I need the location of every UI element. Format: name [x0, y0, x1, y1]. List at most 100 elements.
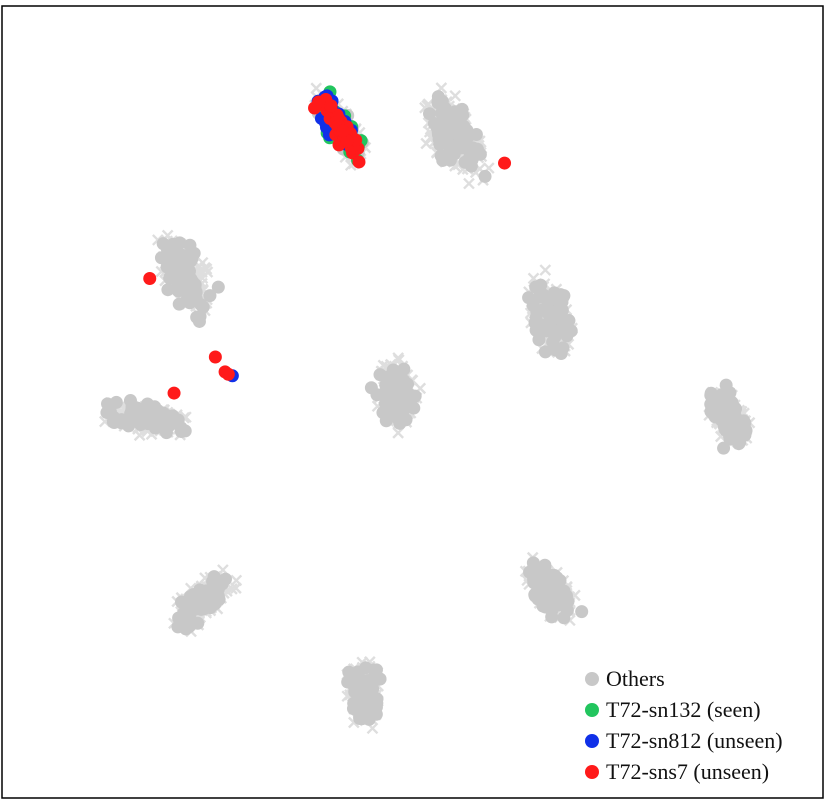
- cluster-5: [98, 394, 192, 442]
- others-point: [188, 598, 202, 612]
- others-point: [160, 260, 174, 274]
- others-point: [123, 394, 137, 408]
- others-point: [555, 313, 569, 327]
- others-point: [538, 345, 552, 359]
- others-point: [125, 403, 139, 417]
- others-cross-mark: [449, 89, 462, 102]
- others-point: [529, 311, 543, 325]
- legend-label: T72-sn812 (unseen): [606, 728, 783, 753]
- others-point: [188, 289, 202, 303]
- others-point: [458, 155, 472, 169]
- others-point: [478, 169, 492, 183]
- others-point: [539, 324, 553, 338]
- others-point: [397, 402, 411, 416]
- legend-marker: [585, 703, 599, 717]
- others-point: [431, 96, 445, 110]
- others-point: [716, 388, 730, 402]
- others-point: [381, 399, 395, 413]
- others-point: [422, 107, 436, 121]
- others-point: [163, 418, 177, 432]
- cluster-4: [364, 352, 427, 439]
- cluster-1: [419, 82, 495, 190]
- others-point: [394, 365, 408, 379]
- others-point: [447, 125, 461, 139]
- cluster-9: [341, 656, 387, 735]
- others-point: [203, 289, 217, 303]
- others-point: [193, 309, 207, 323]
- others-point: [182, 275, 196, 289]
- others-cross-mark: [310, 82, 323, 95]
- cluster-2: [152, 229, 225, 328]
- others-point: [457, 119, 471, 133]
- others-point: [552, 596, 566, 610]
- others-point: [170, 246, 184, 260]
- t72-sns7-unseen-point: [167, 386, 181, 400]
- legend: Others T72-sn132 (seen) T72-sn812 (unseen)…: [585, 666, 783, 784]
- others-point: [211, 280, 225, 294]
- others-point: [458, 140, 472, 154]
- others-point: [575, 605, 589, 619]
- others-point: [556, 341, 570, 355]
- others-cross-mark: [463, 177, 475, 190]
- others-point: [184, 254, 198, 268]
- legend-marker: [585, 734, 599, 748]
- others-point: [527, 568, 541, 582]
- others-point: [546, 293, 560, 307]
- t72-sns7-unseen-point: [340, 134, 354, 148]
- legend-label: T72-sn132 (seen): [606, 697, 761, 722]
- others-point: [707, 404, 721, 418]
- others-point: [560, 603, 574, 617]
- others-point: [373, 368, 387, 382]
- t72-sns7-unseen-point: [352, 155, 366, 169]
- others-point: [448, 105, 462, 119]
- legend-marker: [585, 765, 599, 779]
- others-point: [532, 333, 546, 347]
- t72-sns7-unseen-point: [208, 350, 222, 364]
- others-point: [347, 679, 361, 693]
- others-point: [399, 390, 413, 404]
- highlight-marks: [143, 85, 512, 400]
- cluster-7: [168, 564, 243, 638]
- others-point: [704, 386, 718, 400]
- others-point: [364, 381, 378, 395]
- others-point: [543, 303, 557, 317]
- others-point: [352, 704, 366, 718]
- others-point: [545, 610, 559, 624]
- others-point: [379, 414, 393, 428]
- t72-sns7-unseen-point: [218, 365, 232, 379]
- others-point: [725, 395, 739, 409]
- t72-sns7-unseen-point: [143, 271, 157, 285]
- others-point: [366, 675, 380, 689]
- others-point: [181, 608, 195, 622]
- legend-marker: [585, 672, 599, 686]
- others-point: [211, 589, 225, 603]
- others-point: [542, 578, 556, 592]
- others-point: [534, 278, 548, 292]
- t72-sns7-unseen-point: [324, 99, 338, 113]
- others-point: [554, 583, 568, 597]
- others-cross-mark: [230, 582, 242, 594]
- t72-sns7-unseen-point: [312, 95, 326, 109]
- others-point: [553, 574, 567, 588]
- others-point: [134, 418, 148, 432]
- others-point: [351, 665, 365, 679]
- cluster-3: [522, 264, 579, 361]
- others-point: [124, 413, 138, 427]
- others-point: [726, 426, 740, 440]
- others-point: [178, 424, 192, 438]
- others-point: [564, 324, 578, 338]
- others-cross-mark: [539, 264, 552, 276]
- cluster-6: [703, 378, 756, 455]
- others-point: [100, 406, 114, 420]
- others-point: [364, 688, 378, 702]
- legend-label: Others: [606, 666, 665, 691]
- others-point: [543, 313, 557, 327]
- legend-label: T72-sns7 (unseen): [606, 759, 769, 784]
- cluster-8: [519, 551, 589, 627]
- others-point: [153, 406, 167, 420]
- others-point: [161, 283, 175, 297]
- others-point: [210, 578, 224, 592]
- others-point: [717, 441, 731, 455]
- others-point: [160, 241, 174, 255]
